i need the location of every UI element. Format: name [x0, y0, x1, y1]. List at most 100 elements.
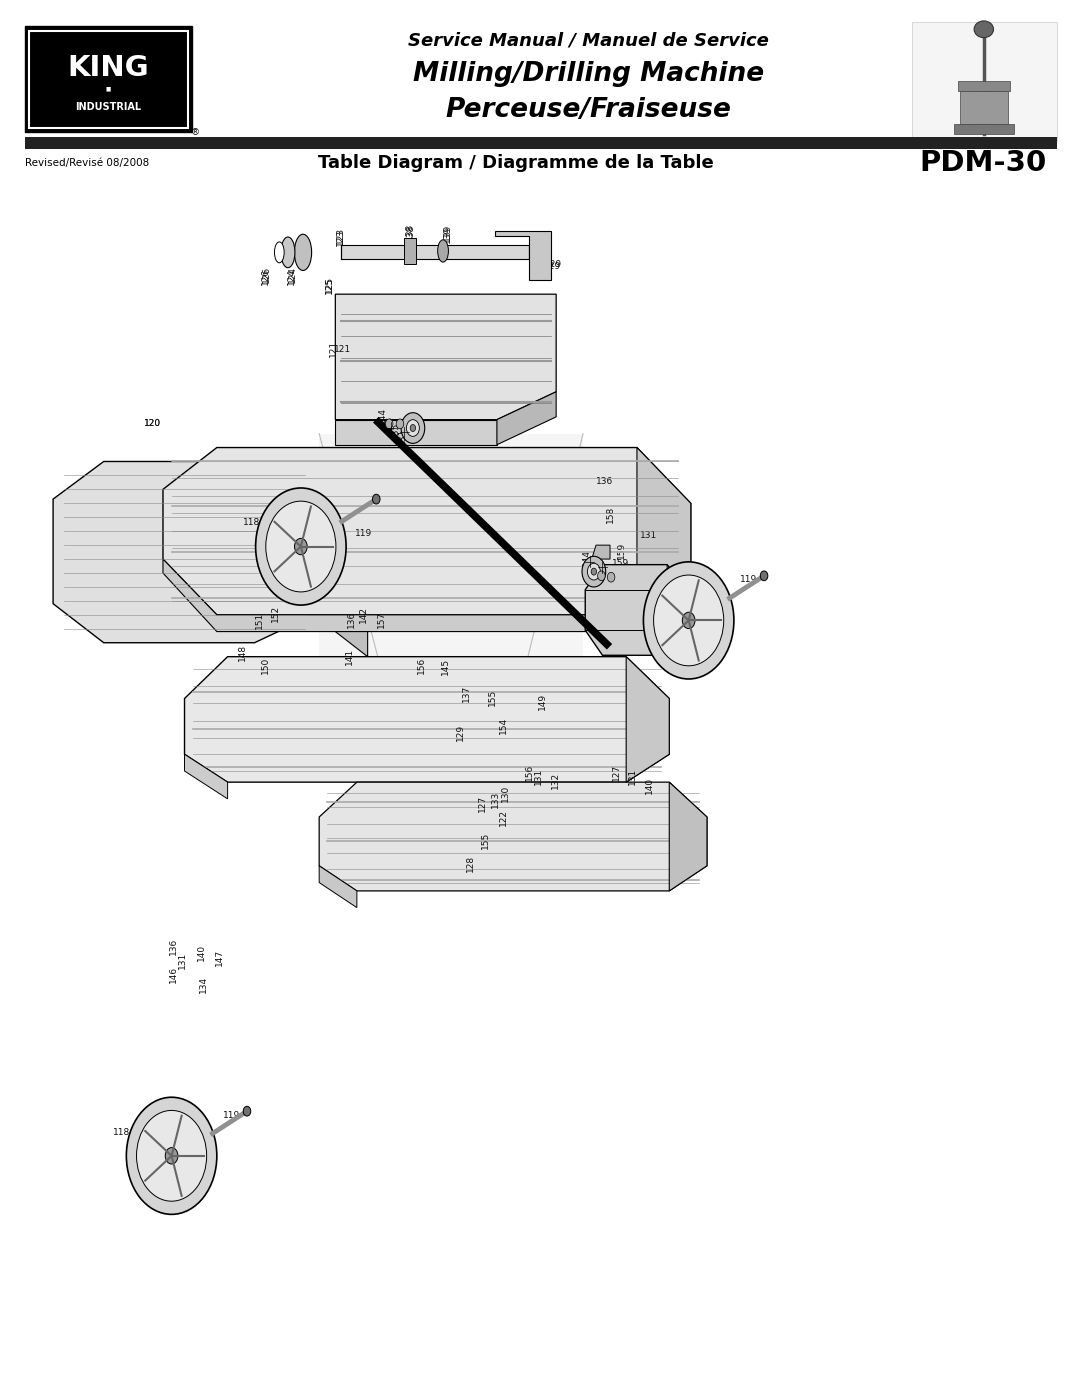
Text: Service Manual / Manuel de Service: Service Manual / Manuel de Service [408, 31, 769, 49]
Ellipse shape [644, 562, 734, 679]
Ellipse shape [597, 571, 605, 581]
Text: 154: 154 [499, 717, 508, 733]
Ellipse shape [653, 576, 724, 666]
Ellipse shape [607, 573, 615, 583]
Text: 132: 132 [551, 773, 559, 789]
Text: 131: 131 [640, 531, 658, 539]
Text: 127: 127 [478, 795, 487, 812]
Polygon shape [495, 232, 551, 281]
Text: KING: KING [67, 54, 149, 82]
Text: 119: 119 [224, 1111, 241, 1120]
Ellipse shape [165, 1147, 178, 1164]
Bar [960, 91, 1008, 124]
Polygon shape [585, 564, 686, 655]
Text: 128: 128 [465, 855, 474, 872]
Text: 145: 145 [441, 658, 449, 675]
Text: 143: 143 [384, 415, 394, 433]
Text: 146: 146 [170, 965, 178, 983]
Text: Revised/Revisé 08/2008: Revised/Revisé 08/2008 [25, 158, 149, 168]
Polygon shape [667, 564, 686, 655]
Polygon shape [626, 657, 670, 782]
Ellipse shape [256, 488, 346, 605]
Polygon shape [404, 239, 416, 264]
Polygon shape [335, 295, 556, 419]
Text: 136: 136 [170, 937, 178, 956]
Text: 159: 159 [612, 559, 630, 567]
Text: 129: 129 [456, 724, 464, 740]
Text: 152: 152 [270, 605, 280, 622]
Ellipse shape [396, 419, 404, 429]
Bar [954, 124, 1014, 134]
Ellipse shape [406, 419, 419, 436]
Text: 131: 131 [535, 768, 543, 785]
Text: Milling/Drilling Machine: Milling/Drilling Machine [413, 61, 764, 87]
Text: 125: 125 [325, 277, 335, 295]
Text: ■: ■ [106, 87, 110, 92]
Bar [29, 31, 188, 129]
Polygon shape [314, 461, 367, 657]
Polygon shape [163, 559, 637, 631]
Text: 147: 147 [215, 950, 224, 967]
Text: 125: 125 [325, 275, 335, 293]
Text: 141: 141 [345, 648, 354, 665]
Ellipse shape [588, 563, 600, 580]
Text: 129: 129 [544, 261, 562, 271]
Text: 135: 135 [391, 422, 401, 440]
Text: 155: 155 [488, 689, 497, 705]
Text: 139: 139 [443, 224, 451, 242]
Text: 121: 121 [328, 339, 338, 358]
Ellipse shape [410, 425, 416, 432]
Text: 151: 151 [256, 612, 265, 629]
Polygon shape [53, 461, 314, 643]
Text: 118: 118 [113, 1127, 131, 1137]
Polygon shape [320, 782, 707, 891]
Bar [912, 22, 1057, 141]
Text: 130: 130 [501, 785, 510, 802]
Polygon shape [335, 419, 497, 444]
Text: 121: 121 [334, 345, 351, 355]
Text: 138: 138 [405, 222, 414, 240]
Ellipse shape [582, 556, 606, 587]
Text: 156: 156 [417, 657, 426, 673]
Ellipse shape [401, 412, 424, 443]
Polygon shape [592, 545, 610, 559]
Text: 131: 131 [629, 768, 637, 785]
Text: 126: 126 [260, 267, 270, 285]
Ellipse shape [136, 1111, 206, 1201]
Ellipse shape [974, 21, 994, 38]
Polygon shape [185, 657, 670, 782]
Text: 118: 118 [667, 647, 685, 655]
Bar [25, 137, 1057, 149]
Bar [958, 81, 1010, 91]
Text: 124: 124 [287, 267, 297, 284]
Text: 142: 142 [359, 606, 368, 623]
Text: 140: 140 [198, 944, 206, 961]
Ellipse shape [760, 571, 768, 581]
Polygon shape [320, 866, 356, 908]
Ellipse shape [386, 419, 393, 429]
Ellipse shape [281, 237, 295, 268]
Text: 119: 119 [741, 576, 757, 584]
Text: 148: 148 [239, 644, 247, 661]
Ellipse shape [683, 612, 696, 629]
Ellipse shape [591, 569, 596, 576]
Ellipse shape [295, 538, 307, 555]
Polygon shape [670, 782, 707, 891]
Text: PDM-30: PDM-30 [919, 149, 1047, 177]
Text: 136: 136 [596, 476, 613, 486]
Ellipse shape [126, 1097, 217, 1214]
Text: 124: 124 [286, 268, 296, 285]
Text: 123: 123 [336, 229, 346, 246]
Text: 122: 122 [499, 809, 508, 826]
Polygon shape [163, 447, 691, 615]
Text: 131: 131 [178, 951, 187, 970]
Text: 133: 133 [491, 791, 500, 807]
Text: 134: 134 [200, 975, 208, 993]
Ellipse shape [243, 1106, 251, 1116]
Text: 159: 159 [618, 542, 626, 559]
Text: 131: 131 [604, 569, 612, 585]
Text: 156: 156 [525, 764, 534, 781]
Polygon shape [497, 391, 556, 444]
Text: 158: 158 [606, 506, 615, 522]
Text: 149: 149 [538, 693, 546, 710]
